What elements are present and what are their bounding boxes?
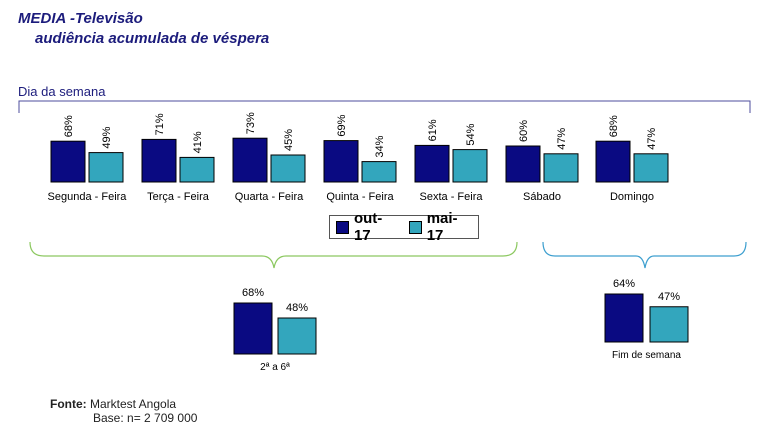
bar-sexta-feira-out-17 xyxy=(414,144,450,183)
bracket-days xyxy=(18,100,751,113)
source-label: Fonte: xyxy=(50,397,87,411)
category-label-ter-a-feira: Terça - Feira xyxy=(147,191,210,203)
bracket-weekend xyxy=(542,241,747,269)
chart-marks: 68% 49% Segunda - Feira 71% 41% Terça - Feira… xyxy=(48,112,689,373)
bar-fim-de-semana-mai-17 xyxy=(649,306,689,343)
category-label-sexta-feira: Sexta - Feira xyxy=(420,191,484,203)
bar-segunda-feira-mai-17 xyxy=(88,152,124,183)
legend-swatch-series-2 xyxy=(408,220,422,234)
data-label-segunda-feira-out-17: 68% xyxy=(63,115,75,137)
legend-label-series-1: out-17 xyxy=(353,210,383,244)
bar-s-bado-out-17 xyxy=(505,145,541,183)
chart-title: MEDIA -Televisão xyxy=(18,10,143,27)
data-label-sexta-feira-out-17: 61% xyxy=(427,119,439,141)
source-text: Marktest Angola xyxy=(90,397,177,411)
data-label-segunda-feira-mai-17: 49% xyxy=(101,126,113,148)
bar-sexta-feira-mai-17 xyxy=(452,149,488,183)
bar-quinta-feira-out-17 xyxy=(323,140,359,183)
category-label-fim-de-semana: Fim de semana xyxy=(612,350,681,361)
chart-subtitle: audiência acumulada de véspera xyxy=(35,30,270,47)
bar-2-a-6-out-17 xyxy=(233,302,273,355)
category-label-s-bado: Sábado xyxy=(523,191,561,203)
category-label-segunda-feira: Segunda - Feira xyxy=(48,191,128,203)
data-label-sexta-feira-mai-17: 54% xyxy=(465,123,477,145)
bar-2-a-6-mai-17 xyxy=(277,317,317,355)
data-label-quarta-feira-mai-17: 45% xyxy=(283,129,295,151)
data-label-ter-a-feira-mai-17: 41% xyxy=(192,131,204,153)
data-label-domingo-out-17: 68% xyxy=(608,115,620,137)
data-label-quinta-feira-out-17: 69% xyxy=(336,114,348,136)
bar-fim-de-semana-out-17 xyxy=(604,293,644,343)
bar-domingo-out-17 xyxy=(595,140,631,183)
source-base: Base: n= 2 709 000 xyxy=(93,411,198,425)
data-label-quinta-feira-mai-17: 34% xyxy=(374,135,386,157)
data-label-domingo-mai-17: 47% xyxy=(646,128,658,150)
category-label-domingo: Domingo xyxy=(610,191,654,203)
bar-ter-a-feira-mai-17 xyxy=(179,156,215,183)
legend-swatch-series-1 xyxy=(336,220,349,234)
legend: out-17 mai-17 xyxy=(329,210,479,244)
data-label-s-bado-mai-17: 47% xyxy=(556,128,568,150)
data-label-s-bado-out-17: 60% xyxy=(518,120,530,142)
data-label-fim-de-semana-mai-17: 47% xyxy=(658,291,680,303)
bar-quarta-feira-out-17 xyxy=(232,137,268,183)
bar-s-bado-mai-17 xyxy=(543,153,579,183)
data-label-2-a-6-out-17: 68% xyxy=(242,287,264,299)
bracket-weekdays xyxy=(29,241,518,269)
data-label-fim-de-semana-out-17: 64% xyxy=(613,278,635,290)
bar-ter-a-feira-out-17 xyxy=(141,138,177,183)
source-note: Fonte: Marktest Angola xyxy=(50,397,176,411)
data-label-2-a-6-mai-17: 48% xyxy=(286,302,308,314)
legend-item-series-2: mai-17 xyxy=(408,210,474,244)
bar-quinta-feira-mai-17 xyxy=(361,161,397,183)
bar-domingo-mai-17 xyxy=(633,153,669,183)
bar-segunda-feira-out-17 xyxy=(50,140,86,183)
bar-quarta-feira-mai-17 xyxy=(270,154,306,183)
legend-item-series-1: out-17 xyxy=(336,210,399,244)
category-label-quinta-feira: Quinta - Feira xyxy=(326,191,394,203)
category-label-2-a-6: 2ª a 6ª xyxy=(260,362,290,373)
brackets xyxy=(18,100,751,269)
legend-label-series-2: mai-17 xyxy=(426,210,458,244)
data-label-ter-a-feira-out-17: 71% xyxy=(154,113,166,135)
data-label-quarta-feira-out-17: 73% xyxy=(245,112,257,134)
category-label-quarta-feira: Quarta - Feira xyxy=(235,191,304,203)
section-label: Dia da semana xyxy=(18,84,106,99)
